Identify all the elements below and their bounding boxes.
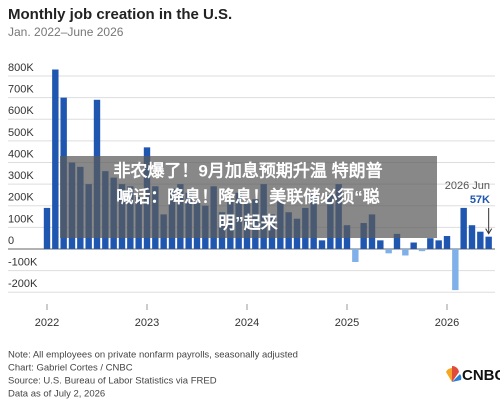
bar <box>402 249 409 256</box>
source: Source: U.S. Bureau of Labor Statistics … <box>8 376 217 387</box>
y-tick-label: -200K <box>8 278 38 290</box>
bar <box>377 240 384 249</box>
bar <box>460 207 467 249</box>
logo-icon <box>446 365 462 382</box>
annotation-label: 2026 Jun <box>445 180 490 192</box>
credit: Chart: Gabriel Cortes / CNBC <box>8 363 133 374</box>
bar <box>468 225 476 249</box>
overlay-text: 喊话：降息！降息！美联储必须“聪 <box>116 186 380 206</box>
overlay-banner <box>60 156 437 238</box>
overlay-text: 明”起来 <box>218 212 278 232</box>
bar <box>52 69 59 249</box>
x-tick-label: 2026 <box>435 317 459 329</box>
x-tick-label: 2024 <box>235 317 259 329</box>
bar <box>485 236 492 249</box>
bar <box>435 240 442 249</box>
chart-title: Monthly job creation in the U.S. <box>8 6 232 23</box>
y-tick-label: 500K <box>8 127 34 139</box>
bar <box>43 207 51 249</box>
y-tick-label: 200K <box>8 192 34 204</box>
bar <box>443 236 451 249</box>
bar <box>427 238 434 249</box>
y-tick-label: 0 <box>8 235 14 247</box>
x-tick-label: 2022 <box>35 317 59 329</box>
y-tick-label: 300K <box>8 170 34 182</box>
y-tick-label: 100K <box>8 213 34 225</box>
bar <box>393 233 401 249</box>
logo: CNBC <box>462 367 500 384</box>
bar <box>385 249 392 254</box>
x-tick-label: 2023 <box>135 317 159 329</box>
annotation-arrowhead <box>485 228 493 235</box>
y-tick-label: 800K <box>8 62 34 74</box>
date-note: Data as of July 2, 2026 <box>8 389 105 400</box>
bar <box>410 242 417 249</box>
y-tick-label: 700K <box>8 84 34 96</box>
overlay-text: 非农爆了！9月加息预期升温 特朗普 <box>113 160 382 180</box>
note: Note: All employees on private nonfarm p… <box>8 350 298 361</box>
bar <box>418 249 426 252</box>
y-tick-label: 600K <box>8 105 34 117</box>
x-tick-label: 2025 <box>335 317 359 329</box>
bar <box>477 231 484 249</box>
annotation-value: 57K <box>470 194 490 206</box>
y-tick-label: -100K <box>8 257 38 269</box>
bar <box>352 249 359 262</box>
y-tick-label: 400K <box>8 148 34 160</box>
chart-subtitle: Jan. 2022–June 2026 <box>8 25 124 39</box>
bar <box>452 249 459 291</box>
bar <box>318 240 326 249</box>
